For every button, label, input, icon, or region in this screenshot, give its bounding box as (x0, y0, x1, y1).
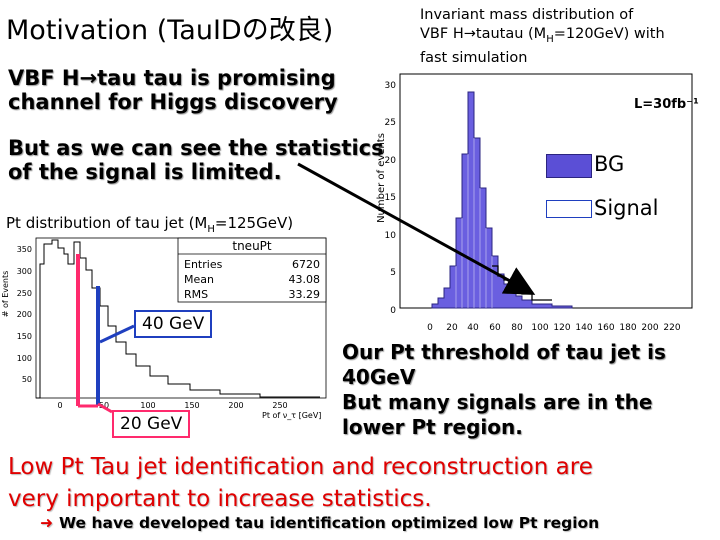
pt-caption-text: Pt distribution of tau jet (M (6, 214, 208, 232)
y-tick: 20 (385, 156, 397, 166)
pt-caption-subscript: H (207, 224, 215, 235)
slide-title: Motivation (TauIDの改良) (6, 15, 334, 46)
y-axis-label: Number of events (376, 133, 387, 223)
promising-text: VBF H (8, 66, 80, 90)
x-tick: 120 (553, 323, 570, 333)
threshold-line-1: Our Pt threshold of tau jet is (342, 340, 666, 364)
mass-plot-caption: Invariant mass distribution of VBF H→tau… (420, 6, 720, 68)
bg-legend-label: BG (594, 152, 625, 176)
statistics-statement: But as we can see the statistics of the … (8, 136, 398, 184)
stats-key: Mean (184, 273, 214, 286)
pt-x-tick: 200 (228, 401, 243, 410)
luminosity-label: L=30fb⁻¹ (634, 97, 699, 112)
y-tick: 15 (385, 193, 396, 203)
x-tick: 80 (511, 323, 523, 333)
statistics-line-1: But as we can see the statistics (8, 136, 384, 160)
caption-line-1: Invariant mass distribution of (420, 7, 634, 23)
pt-y-axis-label: # of Events (1, 271, 10, 318)
pt-x-tick: 50 (99, 401, 109, 410)
pt-x-tick: 150 (184, 401, 199, 410)
pt-distribution-plot: # of Events 350 300 250 200 150 100 50 t… (1, 237, 327, 420)
y-tick: 30 (385, 81, 397, 91)
bottom-note: ➜ We have developed tau identification op… (40, 514, 599, 532)
x-tick: 40 (467, 323, 479, 333)
x-tick: 100 (531, 323, 548, 333)
pt-y-tick: 200 (17, 310, 32, 319)
promising-line-1: VBF H→tau tau is promising (8, 66, 388, 90)
label-20-connector (97, 402, 113, 414)
threshold-line-3: But many signals are in the (342, 390, 653, 414)
label-40-connector (99, 324, 135, 344)
signal-legend-swatch (546, 200, 592, 218)
pt-caption-text: =125GeV) (214, 214, 294, 232)
x-tick-labels: 0 20 40 60 80 100 120 140 160 180 200 22… (427, 323, 681, 333)
x-tick: 60 (489, 323, 501, 333)
x-tick: 200 (641, 323, 658, 333)
low-pt-line-1: Low Pt Tau jet identification and recons… (8, 454, 593, 480)
pt-y-tick: 100 (17, 354, 32, 363)
promising-text: tau tau is promising (97, 66, 336, 90)
y-tick: 10 (385, 231, 397, 241)
pt-x-tick: 250 (272, 401, 287, 410)
x-tick: 220 (663, 323, 680, 333)
threshold-line-4: lower Pt region. (342, 415, 523, 439)
caption-text: VBF H (420, 26, 464, 42)
pt-y-tick: 50 (22, 375, 32, 384)
caption-text: =120GeV) with (553, 26, 665, 42)
arrow-right-icon: → (463, 26, 476, 42)
pt-plot-caption: Pt distribution of tau jet (MH=125GeV) (6, 214, 293, 235)
pt-x-tick-labels: 0 50 100 150 200 250 (57, 401, 287, 410)
x-tick: 160 (597, 323, 614, 333)
y-tick: 25 (385, 118, 396, 128)
stats-title: tneuPt (232, 239, 272, 253)
low-pt-line-2: very important to increase statistics. (8, 486, 432, 512)
stats-key: RMS (184, 288, 208, 301)
promising-line-2: channel for Higgs discovery (8, 90, 338, 114)
pt-y-tick: 350 (17, 245, 32, 254)
x-tick: 20 (446, 323, 458, 333)
x-tick: 0 (427, 323, 433, 333)
x-tick: 140 (575, 323, 592, 333)
signal-legend-label: Signal (594, 196, 659, 220)
x-tick: 180 (619, 323, 636, 333)
caption-subscript: H (546, 33, 554, 45)
pt-y-tick: 300 (17, 267, 32, 276)
pt-y-tick: 250 (17, 289, 32, 298)
stats-value: 43.08 (289, 273, 321, 286)
threshold-note: Our Pt threshold of tau jet is 40GeV But… (342, 340, 712, 440)
pt-x-tick: 0 (57, 401, 62, 410)
caption-text: tautau (M (475, 26, 547, 42)
arrow-right-icon: → (79, 66, 98, 90)
stats-key: Entries (184, 258, 223, 271)
y-tick: 5 (390, 268, 396, 278)
y-tick: 0 (390, 306, 396, 316)
threshold-line-2: 40GeV (342, 365, 416, 389)
bg-legend-swatch (546, 154, 592, 178)
threshold-20gev-label: 20 GeV (112, 410, 191, 438)
pt-y-tick-labels: 350 300 250 200 150 100 50 (17, 245, 32, 384)
threshold-40gev-label: 40 GeV (134, 310, 213, 338)
mass-distribution-plot: Number of events 0 5 10 15 20 25 30 L=30… (376, 73, 699, 333)
caption-line-2: VBF H→tautau (MH=120GeV) with (420, 25, 720, 49)
bottom-note-text: We have developed tau identification opt… (59, 514, 600, 532)
pt-x-tick: 100 (140, 401, 155, 410)
pt-y-tick: 150 (17, 332, 32, 341)
promising-statement: VBF H→tau tau is promising channel for H… (8, 66, 388, 114)
arrow-right-icon: ➜ (40, 514, 53, 532)
stats-value: 33.29 (289, 288, 321, 301)
pt-x-axis-label: Pt of ν_τ [GeV] (262, 411, 321, 420)
low-pt-message: Low Pt Tau jet identification and recons… (8, 451, 718, 515)
caption-line-3: fast simulation (420, 49, 528, 66)
statistics-line-2: of the signal is limited. (8, 160, 282, 184)
stats-value: 6720 (292, 258, 320, 271)
y-tick-labels: 0 5 10 15 20 25 30 (385, 81, 397, 316)
